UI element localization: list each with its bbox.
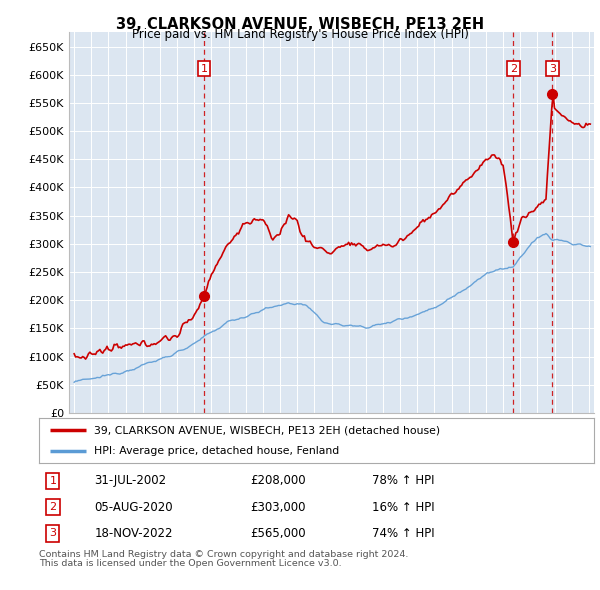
- Text: 1: 1: [49, 476, 56, 486]
- Text: Contains HM Land Registry data © Crown copyright and database right 2024.: Contains HM Land Registry data © Crown c…: [39, 550, 409, 559]
- Text: 78% ↑ HPI: 78% ↑ HPI: [372, 474, 434, 487]
- Text: 16% ↑ HPI: 16% ↑ HPI: [372, 500, 434, 514]
- Text: 18-NOV-2022: 18-NOV-2022: [95, 527, 173, 540]
- Text: HPI: Average price, detached house, Fenland: HPI: Average price, detached house, Fenl…: [95, 446, 340, 456]
- Text: £208,000: £208,000: [250, 474, 305, 487]
- Text: 39, CLARKSON AVENUE, WISBECH, PE13 2EH: 39, CLARKSON AVENUE, WISBECH, PE13 2EH: [116, 17, 484, 31]
- Text: £565,000: £565,000: [250, 527, 305, 540]
- Text: 3: 3: [549, 64, 556, 74]
- Text: 2: 2: [49, 502, 56, 512]
- Text: 2: 2: [509, 64, 517, 74]
- Text: Price paid vs. HM Land Registry's House Price Index (HPI): Price paid vs. HM Land Registry's House …: [131, 28, 469, 41]
- Text: 31-JUL-2002: 31-JUL-2002: [95, 474, 167, 487]
- Text: 39, CLARKSON AVENUE, WISBECH, PE13 2EH (detached house): 39, CLARKSON AVENUE, WISBECH, PE13 2EH (…: [95, 425, 440, 435]
- Text: 74% ↑ HPI: 74% ↑ HPI: [372, 527, 434, 540]
- Text: This data is licensed under the Open Government Licence v3.0.: This data is licensed under the Open Gov…: [39, 559, 341, 568]
- Text: 05-AUG-2020: 05-AUG-2020: [95, 500, 173, 514]
- Text: 1: 1: [200, 64, 208, 74]
- Text: 3: 3: [49, 529, 56, 539]
- Text: £303,000: £303,000: [250, 500, 305, 514]
